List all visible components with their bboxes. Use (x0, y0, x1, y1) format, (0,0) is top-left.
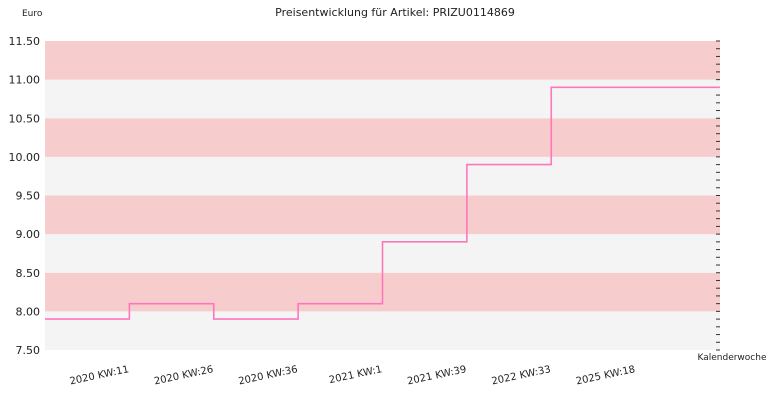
x-tick-label: 2020 KW:26 (153, 364, 214, 387)
x-axis-ticks: 2020 KW:11 2020 KW:26 2020 KW:36 2021 KW:1 2… (69, 364, 636, 387)
band (45, 41, 720, 80)
x-tick-label: 2020 KW:36 (238, 364, 299, 387)
y-tick-label: 10.00 (9, 151, 41, 164)
y-axis-label: Euro (22, 9, 43, 19)
y-tick-label: 8.50 (16, 267, 41, 280)
band (45, 195, 720, 235)
x-tick-label: 2020 KW:11 (69, 364, 130, 387)
price-series (45, 86, 720, 320)
band (45, 79, 720, 119)
band (45, 311, 720, 350)
y-tick-label: 10.50 (9, 112, 41, 125)
background-bands (45, 41, 720, 350)
x-tick-label: 2022 KW:33 (491, 364, 552, 387)
y-tick-label: 9.50 (16, 190, 41, 203)
y-tick-label: 11.00 (9, 74, 41, 87)
x-tick-label: 2025 KW:18 (575, 364, 636, 387)
y-tick-label: 11.50 (9, 35, 41, 48)
chart-title: Preisentwicklung für Artikel: PRIZU01148… (275, 6, 515, 19)
band (45, 118, 720, 157)
x-tick-label: 2021 KW:1 (328, 364, 383, 386)
y-axis-ticks: 7.50 8.00 8.50 9.00 9.50 10.00 10.50 11.00 11.50 (9, 35, 41, 357)
price-step-line (45, 86, 720, 320)
right-minor-ticks (716, 40, 720, 351)
y-tick-label: 8.00 (16, 305, 41, 318)
band (45, 156, 720, 196)
y-tick-label: 7.50 (16, 344, 41, 357)
y-tick-label: 9.00 (16, 228, 41, 241)
x-axis-label: Kalenderwoche (697, 353, 766, 363)
x-tick-label: 2021 KW:39 (406, 364, 467, 387)
